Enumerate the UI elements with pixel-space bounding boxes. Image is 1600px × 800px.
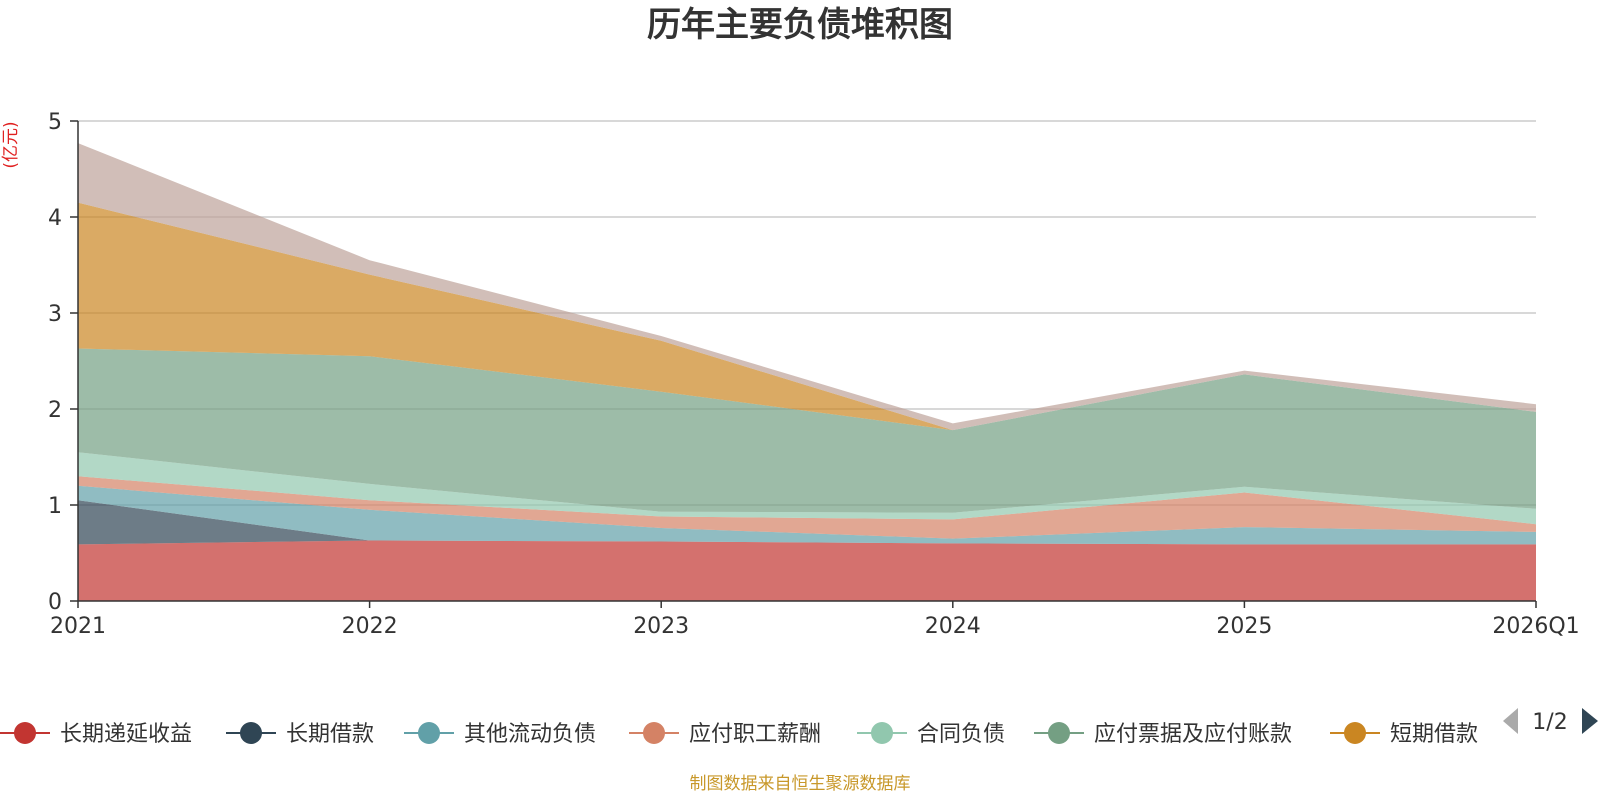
area-series-0[interactable] <box>78 540 1536 602</box>
legend: 长期递延收益 长期借款 其他流动负债 应付职工薪酬 合同负债 应付票据及应付账款 短期借款 <box>0 722 1478 747</box>
chart-title: 历年主要负债堆积图 <box>647 5 953 45</box>
y-tick-label-5: 5 <box>48 110 62 135</box>
legend-item-4[interactable]: 合同负债 <box>857 722 1005 747</box>
x-tick-labels: 2021 2022 2023 2024 2025 2026Q1 <box>50 601 1580 639</box>
x-tick-label-5: 2026Q1 <box>1492 614 1579 639</box>
x-tick-label-0: 2021 <box>50 614 106 639</box>
legend-label-3: 应付职工薪酬 <box>689 722 821 747</box>
area-series-4[interactable] <box>78 452 1536 525</box>
legend-item-1[interactable]: 长期借款 <box>226 722 374 747</box>
x-tick-label-2: 2023 <box>633 614 689 639</box>
legend-marker-5 <box>1048 722 1070 744</box>
axes <box>77 121 1536 602</box>
legend-marker-2 <box>418 722 440 744</box>
legend-label-1: 长期借款 <box>286 722 374 747</box>
legend-label-0: 长期递延收益 <box>60 722 192 747</box>
y-tick-labels: 0 1 2 3 4 5 <box>48 110 78 615</box>
legend-pager: 1/2 <box>1503 708 1598 735</box>
y-axis-unit-label: (亿元) <box>1 121 21 168</box>
x-tick-label-4: 2025 <box>1216 614 1272 639</box>
legend-item-5[interactable]: 应付票据及应付账款 <box>1034 722 1292 747</box>
x-tick-label-3: 2024 <box>925 614 981 639</box>
legend-label-5: 应付票据及应付账款 <box>1094 722 1292 747</box>
legend-label-2: 其他流动负债 <box>464 722 596 747</box>
legend-label-4: 合同负债 <box>917 722 1005 747</box>
area-series-3[interactable] <box>78 476 1536 539</box>
x-tick-label-1: 2022 <box>342 614 398 639</box>
legend-item-6[interactable]: 短期借款 <box>1330 722 1478 747</box>
legend-marker-1 <box>240 722 262 744</box>
legend-marker-4 <box>871 722 893 744</box>
area-series <box>78 143 1536 601</box>
legend-item-2[interactable]: 其他流动负债 <box>404 722 596 747</box>
legend-label-6: 短期借款 <box>1390 722 1478 747</box>
legend-item-3[interactable]: 应付职工薪酬 <box>629 722 821 747</box>
y-tick-label-0: 0 <box>48 590 62 615</box>
y-tick-label-1: 1 <box>48 494 62 519</box>
legend-marker-0 <box>14 722 36 744</box>
legend-next-page-icon[interactable] <box>1582 708 1598 734</box>
legend-item-0[interactable]: 长期递延收益 <box>0 722 192 747</box>
area-series-6[interactable] <box>78 202 1536 431</box>
y-tick-label-2: 2 <box>48 398 62 423</box>
legend-prev-page-icon[interactable] <box>1503 708 1518 734</box>
y-tick-label-4: 4 <box>48 206 62 231</box>
data-source-note: 制图数据来自恒生聚源数据库 <box>690 774 911 794</box>
y-tick-label-3: 3 <box>48 302 62 327</box>
legend-marker-6 <box>1344 722 1366 744</box>
area-series-2[interactable] <box>78 485 1536 545</box>
area-series-5[interactable] <box>78 348 1536 513</box>
legend-marker-3 <box>643 722 665 744</box>
legend-page-indicator: 1/2 <box>1532 710 1567 735</box>
area-series-1[interactable] <box>78 500 1536 545</box>
